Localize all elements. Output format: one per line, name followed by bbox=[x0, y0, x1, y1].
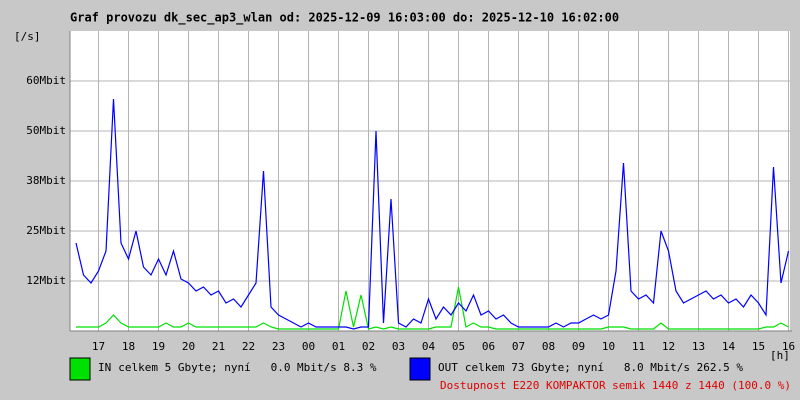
lines bbox=[75, 98, 790, 330]
x-tick-label: 02 bbox=[362, 340, 375, 353]
x-tick-label: 01 bbox=[332, 340, 345, 353]
series-line bbox=[76, 286, 789, 330]
legend-summary: celkem 73 Gbyte; nyní 8.0 Mbit/s 262.5 % bbox=[465, 361, 744, 374]
series-line bbox=[75, 98, 790, 330]
x-tick-label: 13 bbox=[692, 340, 705, 353]
y-axis-label: [/s] bbox=[14, 30, 41, 43]
x-tick-label: 15 bbox=[752, 340, 765, 353]
grid bbox=[70, 31, 790, 331]
y-tick-label: 60Mbit bbox=[26, 74, 66, 87]
y-tick-label: 25Mbit bbox=[26, 224, 66, 237]
legend-swatch bbox=[69, 357, 91, 381]
x-tick-label: 22 bbox=[242, 340, 255, 353]
x-tick-label: 06 bbox=[482, 340, 495, 353]
y-tick-label: 50Mbit bbox=[26, 124, 66, 137]
x-tick-label: 23 bbox=[272, 340, 285, 353]
x-tick-label: 03 bbox=[392, 340, 405, 353]
availability: Dostupnost E220 KOMPAKTOR semik 1440 z 1… bbox=[440, 379, 791, 392]
x-tick-label: 10 bbox=[602, 340, 615, 353]
x-tick-label: 11 bbox=[632, 340, 645, 353]
x-axis-label: [h] bbox=[770, 349, 790, 362]
x-tick-label: 07 bbox=[512, 340, 525, 353]
legend-summary: celkem 5 Gbyte; nyní 0.0 Mbit/s 8.3 % bbox=[118, 361, 377, 374]
x-tick-label: 20 bbox=[182, 340, 195, 353]
chart-title: Graf provozu dk_sec_ap3_wlan od: 2025-12… bbox=[70, 11, 619, 26]
x-tick-label: 14 bbox=[722, 340, 736, 353]
x-tick-label: 19 bbox=[152, 340, 165, 353]
x-tick-label: 18 bbox=[122, 340, 135, 353]
x-tick-label: 17 bbox=[92, 340, 105, 353]
x-tick-label: 16 bbox=[782, 340, 795, 353]
legend: IN celkem 5 Gbyte; nyní 0.0 Mbit/s 8.3 % O… bbox=[69, 357, 744, 381]
x-tick-label: 04 bbox=[422, 340, 436, 353]
y-tick-label: 38Mbit bbox=[26, 174, 66, 187]
x-tick-label: 00 bbox=[302, 340, 315, 353]
x-tick-label: 21 bbox=[212, 340, 225, 353]
x-tick-label: 09 bbox=[572, 340, 585, 353]
legend-label: OUT bbox=[438, 361, 458, 374]
y-tick-label: 12Mbit bbox=[26, 274, 66, 287]
x-tick-label: 12 bbox=[662, 340, 675, 353]
legend-swatch bbox=[409, 357, 431, 381]
x-tick-label: 08 bbox=[542, 340, 555, 353]
legend-label: IN bbox=[98, 361, 111, 374]
x-tick-label: 05 bbox=[452, 340, 465, 353]
